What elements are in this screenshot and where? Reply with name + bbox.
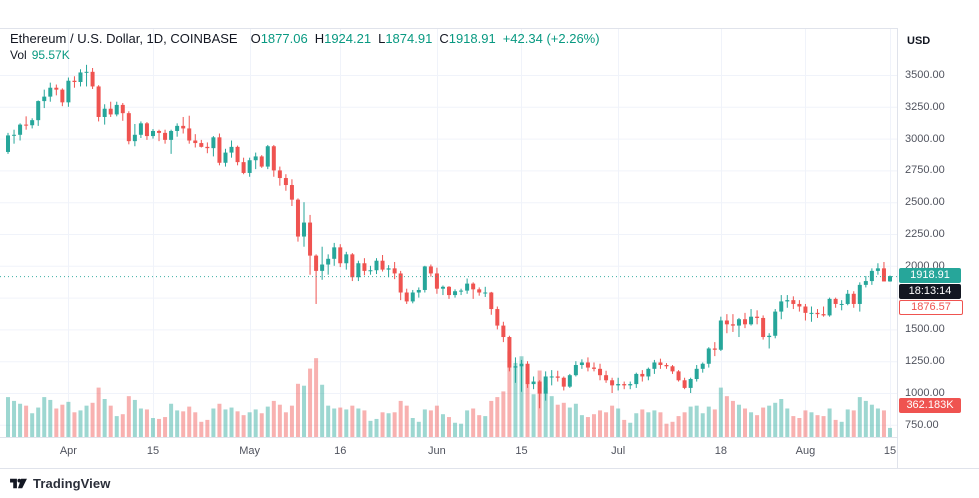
symbol-title[interactable]: Ethereum / U.S. Dollar, 1D, COINBASE <box>10 31 238 46</box>
tradingview-brand-text: TradingView <box>33 476 111 491</box>
bar-close-countdown-badge: 18:13:14 <box>899 284 961 300</box>
footer-bar: TradingView <box>0 469 979 498</box>
price-axis[interactable]: USD 3500.00 3250.00 3000.00 2750.00 2500.00 2… <box>898 0 979 468</box>
volume-label: Vol <box>10 48 27 62</box>
close-label: C <box>439 31 449 46</box>
last-price-badge: 1918.91 <box>899 268 961 284</box>
time-tick-label: Apr <box>59 445 77 457</box>
time-tick-label: May <box>239 445 261 457</box>
time-tick-label: Jul <box>611 445 626 457</box>
ohlc-row: Ethereum / U.S. Dollar, 1D, COINBASE O187… <box>10 31 600 47</box>
tradingview-logo-icon <box>10 478 27 489</box>
time-tick-label: Aug <box>795 445 816 457</box>
low-label: L <box>378 31 386 46</box>
price-tick-label: 750.00 <box>905 418 939 431</box>
price-tick-label: 2250.00 <box>905 228 945 240</box>
open-value: 1877.06 <box>260 31 308 46</box>
volume-value: 95.57K <box>31 48 70 62</box>
time-tick-label: 18 <box>714 445 727 457</box>
low-value: 1874.91 <box>385 31 433 46</box>
price-tick-label: 2500.00 <box>905 196 945 209</box>
high-value: 1924.21 <box>324 31 372 46</box>
time-tick-label: 15 <box>146 445 160 457</box>
time-tick-label: 15 <box>515 445 528 457</box>
price-tick-label: 2750.00 <box>905 164 945 177</box>
price-tick-label: 3000.00 <box>905 132 945 145</box>
prev-close-badge: 1876.57 <box>899 300 963 316</box>
price-tick-label: 1250.00 <box>905 355 945 368</box>
symbol-legend: Ethereum / U.S. Dollar, 1D, COINBASE O187… <box>10 31 600 63</box>
time-tick-label: Jun <box>428 445 446 457</box>
time-tick-label: 16 <box>334 445 347 457</box>
high-label: H <box>314 31 325 46</box>
volume-value-badge: 362.183K <box>899 398 961 413</box>
close-value: 1918.91 <box>448 31 496 46</box>
price-tick-label: 3250.00 <box>905 100 945 113</box>
price-axis-unit: USD <box>907 35 931 47</box>
tradingview-logo[interactable]: TradingView <box>9 476 110 491</box>
open-label: O <box>250 31 261 46</box>
price-tick-label: 3500.00 <box>905 69 945 81</box>
volume-row: Vol 95.57K <box>10 47 600 63</box>
change-value: +42.34 (+2.26%) <box>502 31 600 46</box>
price-tick-label: 1000.00 <box>905 387 945 399</box>
time-tick-label: 15 <box>883 445 897 457</box>
time-axis[interactable]: Apr 15 May 16 Jun 15 Jul 18 Aug 15 <box>0 437 897 468</box>
price-tick-label: 1500.00 <box>905 323 945 336</box>
